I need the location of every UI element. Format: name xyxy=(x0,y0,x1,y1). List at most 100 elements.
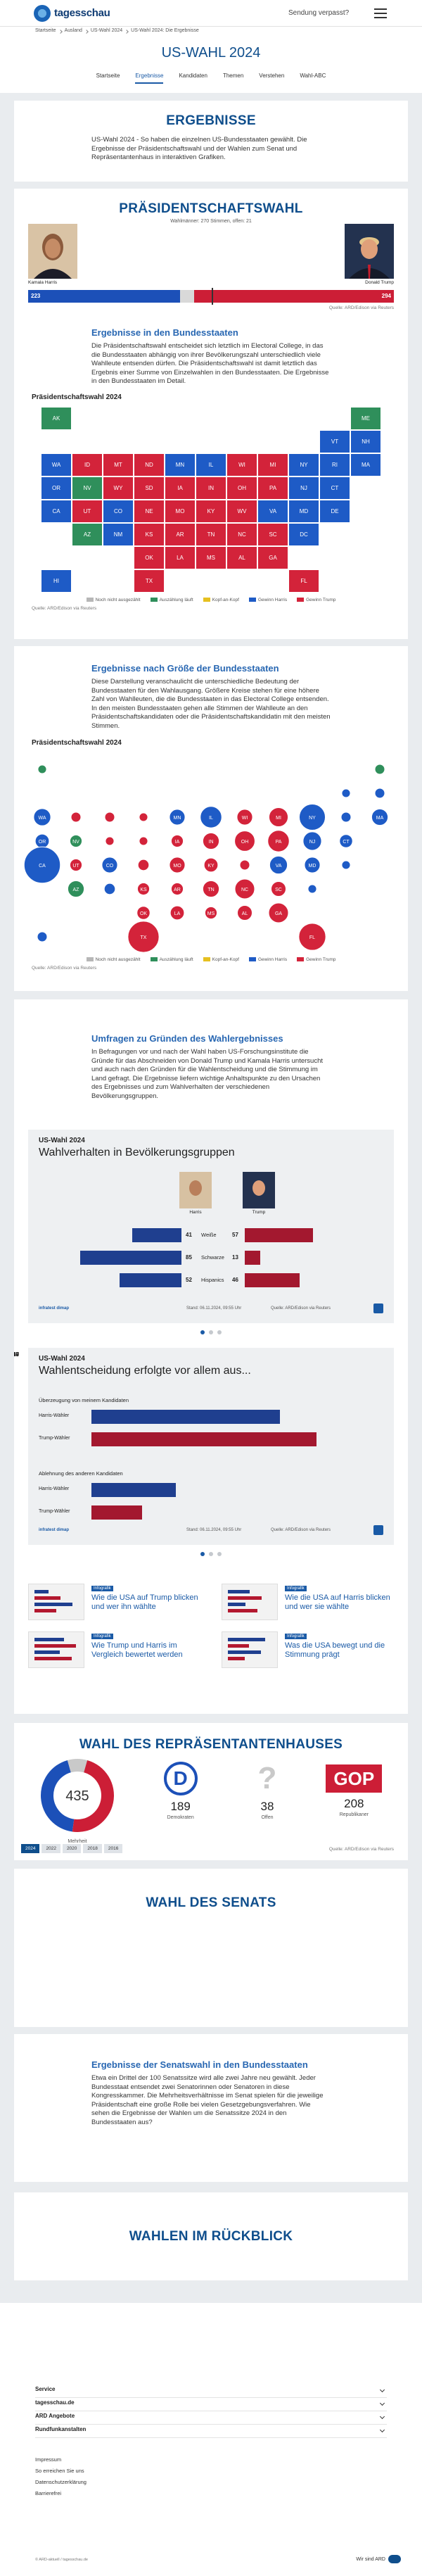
ard-badge[interactable]: Wir sind ARD xyxy=(356,2555,401,2563)
survey-text: In Befragungen vor und nach der Wahl hab… xyxy=(91,1048,323,1100)
bubble-map: WA MN IL WI MI NY MA OR NV IA IN OH PA NJ CT CA UT CO MO KY… xyxy=(23,764,389,953)
teaser-tag: Infografik xyxy=(91,1586,113,1591)
nav-tab[interactable]: Wahl-ABC xyxy=(300,72,326,79)
bubble-label: TN xyxy=(207,888,214,892)
bubble-label: OR xyxy=(39,840,46,845)
footer-link[interactable]: Barrierefrei xyxy=(35,2490,62,2496)
electoral-bar-segment: 223 xyxy=(28,290,180,303)
ard-logo xyxy=(388,2555,401,2563)
state-label: SD xyxy=(145,485,153,491)
breadcrumb: Startseite Ausland US-Wahl 2024 US-Wahl 202… xyxy=(35,28,199,33)
teaser[interactable]: Infografik Wie Trump und Harris im Vergle… xyxy=(28,1631,200,1668)
share-icon[interactable] xyxy=(373,1525,383,1535)
dot[interactable] xyxy=(200,1330,205,1334)
dot[interactable] xyxy=(217,1330,222,1334)
bar xyxy=(245,1228,313,1242)
year-tab[interactable]: 2018 xyxy=(83,1844,102,1853)
breadcrumb-item[interactable]: Startseite xyxy=(35,28,56,33)
year-tab[interactable]: 2024 xyxy=(21,1844,40,1853)
bar xyxy=(245,1251,261,1265)
state-tile xyxy=(320,476,350,499)
logo-icon[interactable] xyxy=(34,5,51,22)
state-bubble xyxy=(136,906,151,920)
donut-segment xyxy=(72,1760,114,1832)
dot[interactable] xyxy=(217,1552,222,1556)
bubble-label: LA xyxy=(174,911,181,916)
teaser[interactable]: Infografik Wie die USA auf Trump blicken … xyxy=(28,1584,200,1620)
bar xyxy=(79,1251,181,1265)
thumb-bar xyxy=(34,1657,72,1660)
bubble-label: GA xyxy=(275,911,282,916)
portrait-face xyxy=(189,1180,202,1196)
state-tile xyxy=(196,546,226,569)
donut-segment xyxy=(67,1759,88,1773)
dot[interactable] xyxy=(209,1552,213,1556)
president-card: PRÄSIDENTSCHAFTSWAHL Wahlmänner: 270 Sti… xyxy=(14,189,408,639)
dot[interactable] xyxy=(209,1330,213,1334)
year-tab[interactable]: 2022 xyxy=(41,1844,60,1853)
state-label: MT xyxy=(114,462,122,468)
open-label: Stimmen, offen: xyxy=(210,219,245,224)
footer-link[interactable]: Datenschutzerklärung xyxy=(35,2479,87,2485)
site-footer: © ARD-aktuell / tagesschau.de Wir sind A… xyxy=(0,2303,422,2576)
state-tile xyxy=(351,430,381,453)
thumb-bar xyxy=(228,1596,262,1600)
state-label: WI xyxy=(238,462,245,468)
state-label: NH xyxy=(362,438,370,445)
footer-link[interactable]: Impressum xyxy=(35,2456,62,2463)
logo[interactable]: tagesschau xyxy=(54,7,110,19)
nav-tab[interactable]: Ergebnisse xyxy=(135,72,164,84)
nav-tab[interactable]: Verstehen xyxy=(259,72,285,79)
dot[interactable] xyxy=(200,1552,205,1556)
state-label: HI xyxy=(53,578,59,584)
breadcrumb-item[interactable]: US-Wahl 2024: Die Ergebnisse xyxy=(131,28,199,33)
copyright: © ARD-aktuell / tagesschau.de xyxy=(35,2558,88,2562)
map-title: Präsidentschaftswahl 2024 xyxy=(32,393,122,401)
footer-section[interactable]: Rundfunkanstalten xyxy=(35,2426,387,2438)
state-tile xyxy=(134,523,164,545)
state-tile xyxy=(196,476,226,499)
legend-item: Kopf-an-Kopf xyxy=(203,957,239,962)
value-label: 52 xyxy=(186,1277,192,1283)
footer-section[interactable]: tagesschau.de xyxy=(35,2399,387,2411)
nav-tab[interactable]: Startseite xyxy=(96,72,120,79)
footer-section[interactable]: ARD Angebote xyxy=(35,2413,387,2425)
portrait-image xyxy=(243,1172,275,1208)
thumb-bar xyxy=(34,1590,49,1593)
year-tab[interactable]: 2020 xyxy=(62,1844,82,1853)
party-list: D 189 Demokraten? 38 Offen GOP 208 Republikaner xyxy=(137,1762,397,1820)
state-label: KS xyxy=(146,531,153,538)
bubble-title: Präsidentschaftswahl 2024 xyxy=(32,739,122,747)
breadcrumb-item[interactable]: US-Wahl 2024 xyxy=(90,28,123,33)
state-bubble xyxy=(139,836,148,846)
party-name: Demokraten xyxy=(167,1815,194,1820)
nav-tab[interactable]: Kandidaten xyxy=(179,72,207,79)
intro-card: ERGEBNISSE US-Wahl 2024 - So haben die e… xyxy=(14,101,408,182)
teaser[interactable]: Infografik Wie die USA auf Harris blicken… xyxy=(222,1584,394,1620)
bubble-label: MS xyxy=(207,911,215,916)
menu-button[interactable] xyxy=(374,8,387,18)
state-tile xyxy=(41,407,71,429)
teaser[interactable]: Infografik Was die USA bewegt und die Sti… xyxy=(222,1631,394,1668)
state-label: NV xyxy=(83,485,91,491)
senate-states-card: Ergebnisse der Senatswahl in den Bundess… xyxy=(14,2034,408,2182)
state-tile xyxy=(41,569,71,592)
state-tile xyxy=(227,500,257,522)
state-tile xyxy=(103,523,133,545)
nav-tab[interactable]: Themen xyxy=(222,72,244,79)
legend-item: Gewinn Harris xyxy=(248,957,287,962)
footer-section[interactable]: Service xyxy=(35,2386,387,2398)
breadcrumb-item[interactable]: Ausland xyxy=(64,28,82,33)
thumb-bar xyxy=(34,1596,60,1600)
review-title: WAHLEN IM RÜCKBLICK xyxy=(129,2229,293,2244)
state-bubble xyxy=(104,812,115,823)
teaser-thumbnail xyxy=(28,1631,84,1668)
share-icon[interactable] xyxy=(373,1303,383,1313)
footer-link[interactable]: So erreichen Sie uns xyxy=(35,2468,84,2474)
row-label: Trump-Wähler xyxy=(39,1436,70,1441)
bar xyxy=(91,1505,142,1520)
year-tab[interactable]: 2016 xyxy=(103,1844,123,1853)
missed-link[interactable]: Sendung verpasst? xyxy=(288,9,350,17)
